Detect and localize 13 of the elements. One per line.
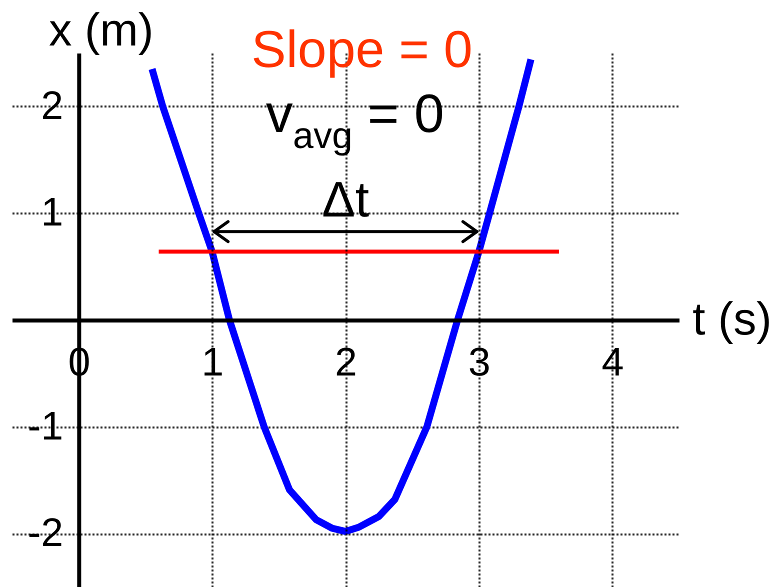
x-tick-label: 4 [602, 340, 624, 384]
x-tick-label: 2 [334, 340, 358, 384]
annotation: Δt [322, 172, 370, 228]
annotation: v$_{avg}$ = 0 [266, 84, 444, 156]
x-axis-title: t (s) [692, 292, 771, 344]
x-tick-label: 3 [468, 340, 491, 384]
annotation: Slope = 0 [251, 21, 473, 79]
y-tick-label: -1 [28, 404, 64, 448]
y-axis-title: x (m) [48, 4, 154, 56]
y-tick-label: 2 [40, 84, 64, 128]
y-tick-label: -2 [28, 511, 64, 556]
x-tick-label: 1 [201, 340, 224, 384]
y-tick-label: 1 [40, 190, 64, 235]
